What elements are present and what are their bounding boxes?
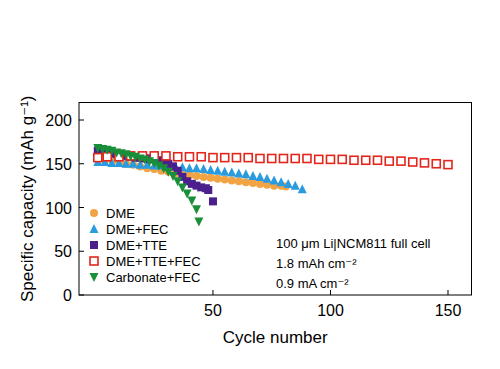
- point: [204, 186, 212, 194]
- y-tick-label: 0: [63, 287, 72, 304]
- x-tick-label: 100: [317, 302, 344, 319]
- point: [194, 218, 203, 227]
- point: [206, 165, 215, 174]
- y-tick: [79, 120, 84, 121]
- point: [279, 155, 287, 163]
- x-tick-label: 50: [204, 302, 222, 319]
- annotation: 100 μm Li|NCM811 full cell: [276, 236, 431, 251]
- point: [241, 169, 250, 178]
- point: [268, 155, 276, 163]
- point: [303, 155, 311, 163]
- point: [187, 197, 196, 206]
- point: [315, 155, 323, 163]
- annotation: 1.8 mAh cm⁻²: [276, 256, 357, 271]
- x-axis-label: Cycle number: [223, 328, 328, 347]
- point: [409, 158, 417, 166]
- point: [420, 159, 428, 167]
- point: [197, 153, 205, 161]
- point: [228, 176, 236, 184]
- series: [93, 144, 203, 227]
- x-tick: [447, 290, 448, 295]
- legend-marker: [90, 273, 99, 282]
- point: [326, 155, 334, 163]
- point: [94, 154, 102, 162]
- point: [214, 175, 222, 183]
- point: [162, 152, 170, 160]
- y-axis-label: Specific capacity (mAh g⁻¹): [18, 96, 37, 302]
- y-tick: [79, 251, 84, 252]
- point: [192, 163, 201, 172]
- legend-label: Carbonate+FEC: [106, 270, 200, 285]
- point: [255, 172, 264, 181]
- point: [244, 154, 252, 162]
- x-tick-label: 150: [435, 302, 462, 319]
- legend-marker: [90, 209, 98, 217]
- legend-marker: [90, 257, 98, 265]
- plot-frame: [79, 103, 472, 296]
- point: [249, 179, 257, 187]
- point: [373, 156, 381, 164]
- point: [350, 156, 358, 164]
- y-tick: [79, 207, 84, 208]
- legend-marker: [90, 241, 98, 249]
- legend-label: DME: [106, 206, 135, 221]
- point: [185, 163, 194, 172]
- point: [248, 171, 257, 180]
- point: [220, 167, 229, 176]
- point: [298, 184, 307, 193]
- point: [397, 157, 405, 165]
- y-tick: [79, 163, 84, 164]
- point: [209, 154, 217, 162]
- legend-marker: [90, 224, 99, 233]
- x-tick: [212, 290, 213, 295]
- point: [227, 168, 236, 177]
- point: [291, 155, 299, 163]
- point: [199, 164, 208, 173]
- plot-area: [93, 144, 452, 227]
- point: [256, 155, 264, 163]
- y-tick-label: 200: [45, 112, 72, 129]
- point: [242, 178, 250, 186]
- point: [256, 180, 264, 188]
- point: [174, 153, 182, 161]
- legend: DMEDME+FECDME+TTEDME+TTE+FECCarbonate+FE…: [90, 206, 201, 285]
- series: [94, 154, 290, 191]
- annotation: 0.9 mA cm⁻²: [276, 276, 349, 291]
- point: [94, 154, 102, 162]
- series: [94, 147, 217, 206]
- point: [207, 174, 215, 182]
- y-tick: [79, 295, 84, 296]
- point: [291, 181, 300, 190]
- legend-label: DME+FEC: [106, 222, 168, 237]
- point: [385, 157, 393, 165]
- point: [209, 197, 217, 205]
- point: [263, 174, 272, 183]
- point: [213, 166, 222, 175]
- point: [185, 153, 193, 161]
- point: [200, 173, 208, 181]
- point: [192, 205, 201, 214]
- point: [270, 175, 279, 184]
- y-tick-label: 150: [45, 156, 72, 173]
- point: [221, 176, 229, 184]
- point: [362, 156, 370, 164]
- point: [277, 177, 286, 186]
- point: [232, 154, 240, 162]
- y-tick-label: 100: [45, 200, 72, 217]
- legend-label: DME+TTE+FEC: [106, 254, 201, 269]
- point: [432, 160, 440, 168]
- point: [444, 161, 452, 169]
- point: [284, 179, 293, 188]
- chart: 0 50 100 150 200 50 100 150 Cycle number Specific…: [0, 0, 500, 369]
- legend-label: DME+TTE: [106, 238, 167, 253]
- point: [235, 177, 243, 185]
- y-tick-label: 50: [54, 243, 72, 260]
- point: [338, 155, 346, 163]
- point: [234, 168, 243, 177]
- point: [221, 154, 229, 162]
- point: [193, 172, 201, 180]
- series: [94, 152, 452, 169]
